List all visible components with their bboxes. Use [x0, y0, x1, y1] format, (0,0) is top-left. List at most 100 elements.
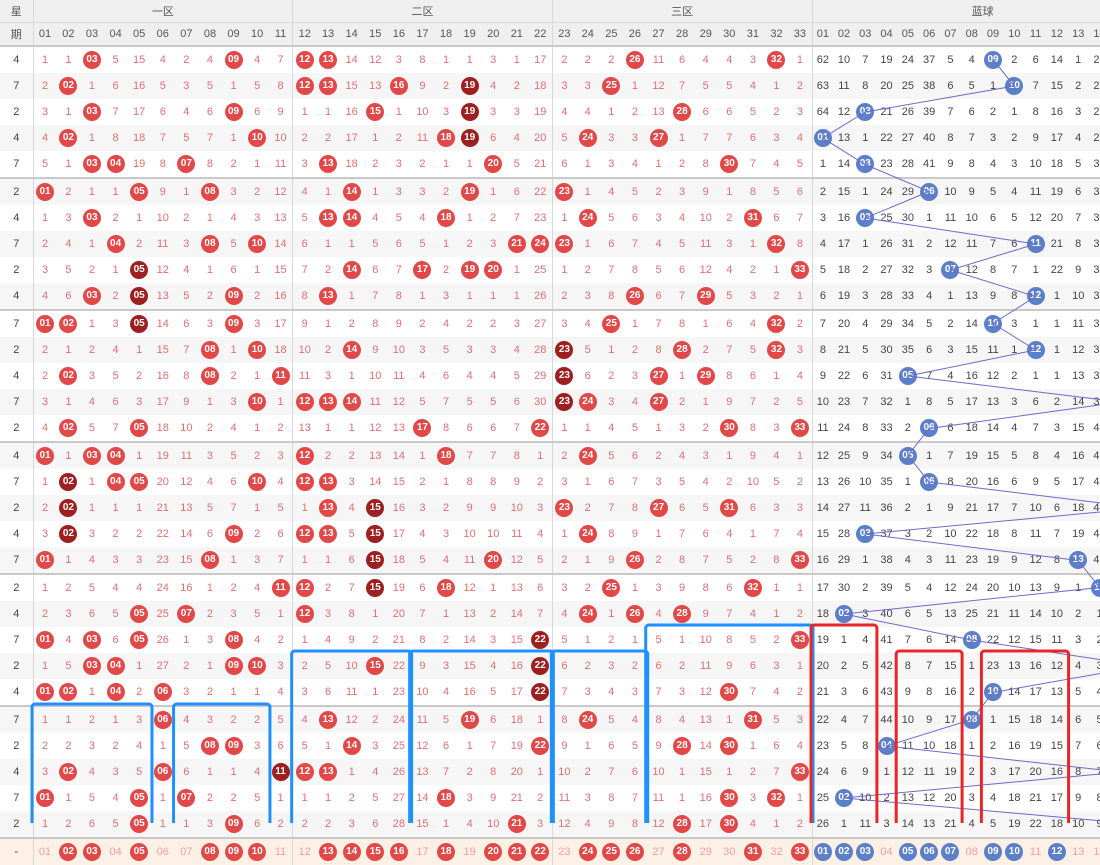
pick-blue-08[interactable]: 08	[961, 837, 983, 865]
pick-red-06[interactable]: 06	[150, 837, 175, 865]
unpicked-red-number[interactable]: 11	[274, 846, 287, 858]
pick-red-23[interactable]: 23	[552, 837, 576, 865]
picked-red-ball[interactable]: 05	[130, 843, 149, 861]
picked-red-ball[interactable]: 20	[484, 843, 503, 861]
picked-red-ball[interactable]: 24	[578, 843, 597, 861]
unpicked-blue-number[interactable]: 08	[965, 846, 978, 858]
blue-col-header[interactable]: 14	[1088, 22, 1100, 47]
pick-red-22[interactable]: 22	[528, 837, 553, 865]
red-col-header[interactable]: 33	[788, 22, 813, 47]
pick-red-05[interactable]: 05	[127, 837, 151, 865]
red-col-header[interactable]: 11	[268, 22, 294, 47]
picked-red-ball[interactable]: 26	[625, 843, 644, 861]
pick-red-11[interactable]: 11	[268, 837, 294, 865]
red-col-header[interactable]: 19	[457, 22, 482, 47]
blue-col-header[interactable]: 05	[897, 22, 919, 47]
picked-red-ball[interactable]: 08	[200, 843, 219, 861]
blue-col-header[interactable]: 01	[812, 22, 834, 47]
red-col-header[interactable]: 28	[670, 22, 694, 47]
picked-blue-ball[interactable]: 09	[984, 843, 1003, 861]
pick-red-25[interactable]: 25	[599, 837, 624, 865]
pick-red-17[interactable]: 17	[410, 837, 435, 865]
unpicked-red-number[interactable]: 17	[416, 846, 429, 858]
red-col-header[interactable]: 13	[316, 22, 340, 47]
red-col-header[interactable]: 04	[103, 22, 128, 47]
red-col-header[interactable]: 29	[693, 22, 718, 47]
unpicked-red-number[interactable]: 06	[156, 846, 169, 858]
red-col-header[interactable]: 05	[127, 22, 151, 47]
pick-red-27[interactable]: 27	[646, 837, 671, 865]
picked-red-ball[interactable]: 14	[342, 843, 361, 861]
pick-red-10[interactable]: 10	[245, 837, 269, 865]
picked-red-ball[interactable]: 10	[248, 843, 267, 861]
red-col-header[interactable]: 27	[646, 22, 671, 47]
unpicked-red-number[interactable]: 01	[38, 846, 52, 858]
red-col-header[interactable]: 15	[363, 22, 388, 47]
unpicked-red-number[interactable]: 30	[723, 846, 736, 858]
pick-red-15[interactable]: 15	[363, 837, 388, 865]
unpicked-red-number[interactable]: 29	[699, 846, 712, 858]
picked-red-ball[interactable]: 31	[743, 843, 762, 861]
pick-blue-09[interactable]: 09	[982, 837, 1004, 865]
red-col-header[interactable]: 23	[552, 22, 576, 47]
red-col-header[interactable]: 22	[528, 22, 553, 47]
pick-red-04[interactable]: 04	[103, 837, 128, 865]
picked-red-ball[interactable]: 25	[602, 843, 621, 861]
pick-red-01[interactable]: 01	[33, 837, 57, 865]
picked-red-ball[interactable]: 03	[82, 843, 101, 861]
red-col-header[interactable]: 17	[410, 22, 435, 47]
red-col-header[interactable]: 16	[387, 22, 411, 47]
pick-red-12[interactable]: 12	[292, 837, 317, 865]
unpicked-red-number[interactable]: 19	[463, 846, 476, 858]
unpicked-red-number[interactable]: 32	[770, 846, 783, 858]
picked-blue-ball[interactable]: 03	[856, 843, 875, 861]
red-col-header[interactable]: 31	[741, 22, 765, 47]
pick-blue-06[interactable]: 06	[918, 837, 940, 865]
red-col-header[interactable]: 01	[33, 22, 57, 47]
picked-red-ball[interactable]: 02	[59, 843, 78, 861]
blue-col-header[interactable]: 13	[1067, 22, 1089, 47]
red-col-header[interactable]: 07	[174, 22, 199, 47]
pick-blue-14[interactable]: 14	[1088, 837, 1100, 865]
picked-blue-ball[interactable]: 05	[898, 843, 917, 861]
pick-red-29[interactable]: 29	[693, 837, 718, 865]
blue-col-header[interactable]: 06	[918, 22, 940, 47]
red-col-header[interactable]: 26	[623, 22, 647, 47]
picked-red-ball[interactable]: 22	[531, 843, 550, 861]
picked-red-ball[interactable]: 15	[366, 843, 385, 861]
pick-blue-04[interactable]: 04	[875, 837, 898, 865]
unpicked-red-number[interactable]: 12	[298, 846, 311, 858]
blue-col-header[interactable]: 11	[1024, 22, 1047, 47]
pick-red-26[interactable]: 26	[623, 837, 647, 865]
blue-col-header[interactable]: 10	[1003, 22, 1025, 47]
red-col-header[interactable]: 20	[481, 22, 506, 47]
unpicked-blue-number[interactable]: 14	[1093, 846, 1100, 858]
pick-blue-03[interactable]: 03	[854, 837, 876, 865]
unpicked-blue-number[interactable]: 04	[880, 846, 893, 858]
blue-col-header[interactable]: 09	[982, 22, 1004, 47]
red-col-header[interactable]: 08	[198, 22, 222, 47]
unpicked-red-number[interactable]: 07	[180, 846, 193, 858]
picked-blue-ball[interactable]: 02	[834, 843, 853, 861]
picked-red-ball[interactable]: 09	[224, 843, 243, 861]
picked-red-ball[interactable]: 16	[389, 843, 408, 861]
pick-red-24[interactable]: 24	[575, 837, 600, 865]
red-col-header[interactable]: 18	[434, 22, 458, 47]
picked-red-ball[interactable]: 13	[319, 843, 338, 861]
red-col-header[interactable]: 24	[575, 22, 600, 47]
unpicked-red-number[interactable]: 27	[652, 846, 665, 858]
unpicked-red-number[interactable]: 23	[558, 846, 571, 858]
pick-blue-10[interactable]: 10	[1003, 837, 1025, 865]
picked-red-ball[interactable]: 21	[507, 843, 526, 861]
pick-blue-07[interactable]: 07	[939, 837, 962, 865]
red-col-header[interactable]: 21	[505, 22, 529, 47]
picked-blue-ball[interactable]: 10	[1005, 843, 1024, 861]
red-col-header[interactable]: 03	[80, 22, 104, 47]
red-col-header[interactable]: 09	[221, 22, 246, 47]
pick-red-09[interactable]: 09	[221, 837, 246, 865]
picked-red-ball[interactable]: 18	[437, 843, 456, 861]
pick-red-19[interactable]: 19	[457, 837, 482, 865]
red-col-header[interactable]: 10	[245, 22, 269, 47]
red-col-header[interactable]: 25	[599, 22, 624, 47]
blue-col-header[interactable]: 02	[833, 22, 855, 47]
